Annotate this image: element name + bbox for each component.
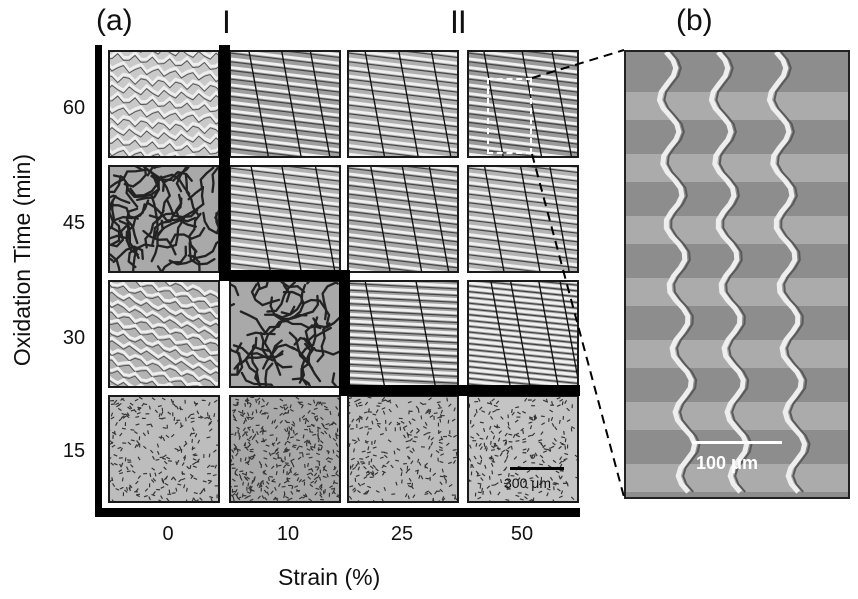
micrograph-tile bbox=[347, 165, 459, 273]
y-tick-60: 60 bbox=[62, 97, 86, 119]
micrograph-tile bbox=[347, 395, 459, 503]
micrograph-tile bbox=[347, 280, 459, 388]
zoom-image bbox=[624, 50, 850, 499]
y-tick-15: 15 bbox=[62, 440, 86, 462]
micrograph-tile bbox=[467, 280, 579, 388]
panel-a-label: (a) bbox=[96, 4, 133, 37]
x-tick-50: 50 bbox=[510, 523, 534, 545]
zoom-selection-box bbox=[487, 78, 532, 154]
x-tick-25: 25 bbox=[390, 523, 414, 545]
x-axis-title: Strain (%) bbox=[278, 564, 381, 590]
scale-bar-300-label: 300 μm bbox=[504, 475, 551, 491]
micrograph-tile bbox=[108, 165, 220, 273]
micrograph-tile bbox=[229, 50, 341, 158]
micrograph-tile bbox=[467, 395, 579, 503]
regime-ii-label: II bbox=[450, 4, 467, 40]
x-tick-0: 0 bbox=[162, 523, 174, 545]
y-tick-45: 45 bbox=[62, 212, 86, 234]
micrograph-tile bbox=[347, 50, 459, 158]
panel-b-label: (b) bbox=[676, 4, 713, 37]
micrograph-tile bbox=[108, 280, 220, 388]
x-axis-line bbox=[95, 508, 580, 517]
micrograph-tile bbox=[108, 395, 220, 503]
scale-bar-100-line bbox=[692, 441, 782, 444]
regime-i-label: I bbox=[222, 4, 231, 40]
regime-boundary-h1 bbox=[219, 270, 350, 281]
micrograph-tile bbox=[108, 50, 220, 158]
scale-bar-100-label: 100 μm bbox=[696, 453, 759, 473]
scale-bar-300-line bbox=[510, 467, 564, 470]
micrograph-tile bbox=[467, 50, 579, 158]
x-tick-10: 10 bbox=[276, 523, 300, 545]
zoom-wrinkle-pattern bbox=[626, 52, 848, 494]
micrograph-tile bbox=[229, 165, 341, 273]
micrograph-tile bbox=[467, 165, 579, 273]
regime-boundary-h2 bbox=[339, 385, 580, 396]
y-tick-30: 30 bbox=[62, 327, 86, 349]
regime-boundary-v2 bbox=[339, 270, 350, 396]
y-axis-line bbox=[95, 45, 102, 517]
regime-boundary-v1 bbox=[219, 45, 230, 281]
micrograph-tile bbox=[229, 395, 341, 503]
